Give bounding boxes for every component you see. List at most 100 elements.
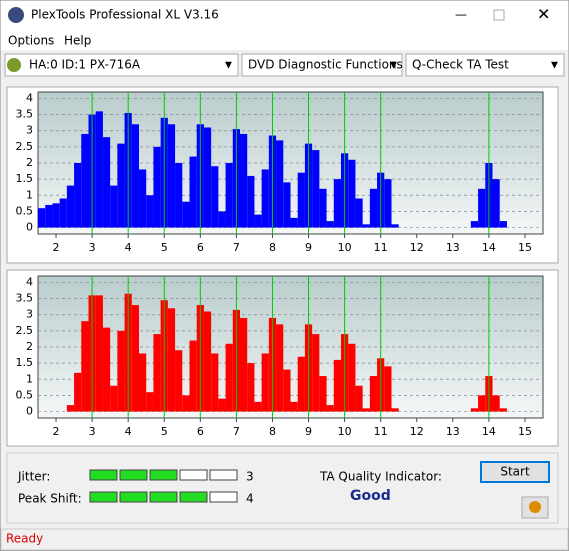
y-tick-label: 0.5 [16,388,34,401]
bar [254,401,262,412]
bar [499,408,507,412]
bar [182,395,190,412]
bar [348,343,356,412]
bar [247,363,255,412]
bar [131,124,139,228]
drive-text: HA:0 ID:1 PX-716A [29,58,141,72]
x-tick-label: 15 [518,425,532,438]
bar [391,224,399,228]
x-tick-label: 3 [89,425,96,438]
x-tick-label: 4 [125,425,132,438]
info-icon [529,501,541,513]
bar [499,221,507,228]
meter-segment [119,469,148,481]
dropdown-arrow: ▼ [551,61,558,71]
x-tick-label: 6 [197,425,204,438]
y-tick-label: 1 [26,372,33,385]
y-tick-label: 2.5 [16,140,34,153]
bar [261,353,269,412]
bar [74,372,82,412]
bar [240,317,248,412]
function-select[interactable] [241,53,403,77]
bar [203,127,212,228]
meter-segment [209,491,238,503]
peak-shift-value: 4 [246,492,254,506]
menu-item[interactable]: Help [64,34,91,48]
bar [369,188,378,228]
menu-item[interactable]: Options [8,34,54,48]
y-tick-label: 1.5 [16,172,34,185]
x-tick-label: 2 [53,425,60,438]
meter-segment [149,491,178,503]
bar [247,175,255,228]
bar [492,179,500,228]
x-tick-label: 11 [374,241,388,254]
bar [117,330,125,412]
bar [139,169,147,228]
bar [81,133,89,228]
x-tick-label: 6 [197,241,204,254]
bar [355,385,363,412]
x-tick-label: 7 [233,241,240,254]
bar [261,169,269,228]
x-tick-label: 8 [269,241,276,254]
bar [59,198,67,228]
x-tick-label: 12 [410,241,424,254]
bar [312,150,320,228]
bar [355,198,363,228]
bar [348,159,356,228]
y-tick-label: 3.5 [16,108,34,121]
bar [290,217,298,228]
bar [326,405,334,412]
bar [66,405,75,412]
y-tick-label: 0 [26,405,33,418]
bar [478,188,486,228]
start-button[interactable] [480,461,550,483]
x-tick-label: 12 [410,425,424,438]
bar [146,195,154,228]
title-bar [1,1,568,30]
bar [81,321,89,412]
x-tick-label: 13 [446,241,460,254]
meter-segment [179,491,208,503]
meter-segment [89,491,118,503]
y-tick-label: 3.5 [16,292,34,305]
bar [203,311,212,412]
bar [254,214,262,228]
bar [139,353,147,412]
bar [211,353,219,412]
bar [362,408,370,412]
y-tick-label: 2.5 [16,324,34,337]
drive-select[interactable] [4,53,239,77]
bar [240,133,248,228]
meter-segment [89,469,118,481]
bar [297,356,305,412]
y-tick-label: 3 [26,124,33,137]
bar [153,146,161,228]
status-text: Ready [6,532,43,546]
minimize[interactable]: — [455,8,467,22]
x-tick-label: 10 [338,241,352,254]
y-tick-label: 4 [26,91,33,104]
bar [333,359,341,412]
x-tick-label: 14 [482,241,496,254]
test-select[interactable] [405,53,565,77]
close[interactable]: ✕ [537,5,550,24]
meter-segment [209,469,238,481]
x-tick-label: 4 [125,241,132,254]
quality-value: Good [350,488,391,504]
bar [95,295,103,412]
bar [384,179,392,228]
jitter-label: Jitter: [17,470,50,484]
maximize[interactable] [493,9,505,21]
x-tick-label: 2 [53,241,60,254]
bar [175,163,183,228]
x-tick-label: 8 [269,425,276,438]
bar [369,376,378,412]
bar [218,398,226,412]
status-bar [0,528,569,551]
test-text: Q-Check TA Test [412,58,509,72]
menu-bar [1,30,568,50]
peak-shift-label: Peak Shift: [18,492,82,506]
